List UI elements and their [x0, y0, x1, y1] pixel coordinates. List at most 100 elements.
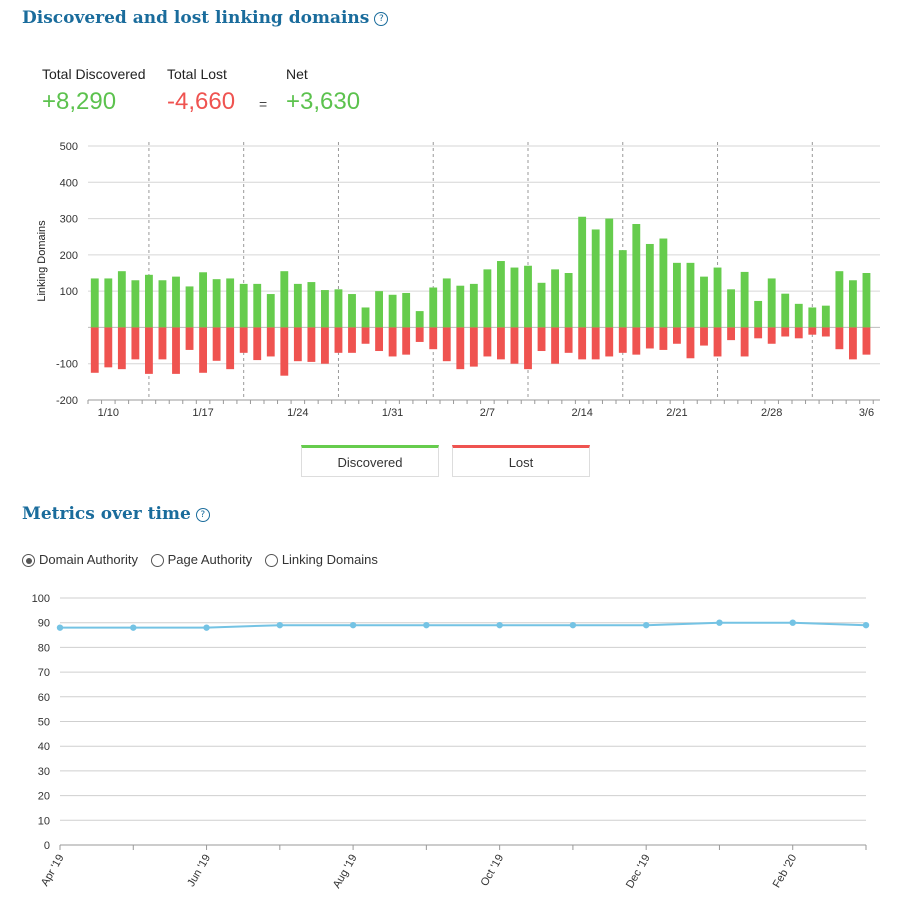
- discovered-bar: [348, 294, 356, 328]
- radio-linking-domains[interactable]: Linking Domains: [264, 552, 378, 567]
- lost-bar: [700, 327, 708, 346]
- lost-bar: [199, 327, 208, 373]
- discovered-bar: [375, 291, 384, 328]
- data-point: [569, 621, 577, 629]
- y-tick-label: 0: [44, 840, 50, 852]
- radio-label: Linking Domains: [281, 552, 378, 567]
- help-icon[interactable]: ?: [195, 507, 210, 522]
- discovered-bar: [605, 218, 614, 328]
- radio-unselected-icon[interactable]: [264, 554, 278, 567]
- x-tick-label: 2/7: [480, 407, 495, 419]
- lost-bar: [537, 327, 546, 352]
- data-point: [862, 621, 870, 629]
- lost-bar: [618, 327, 627, 353]
- data-point: [203, 624, 210, 631]
- discovered-bar: [483, 269, 492, 328]
- discovered-bar: [645, 243, 654, 328]
- discovered-bar: [199, 272, 208, 328]
- x-tick-label: 3/6: [859, 407, 874, 419]
- lost-bar: [185, 327, 194, 350]
- x-tick-label: 2/14: [571, 407, 592, 419]
- lost-bar: [591, 327, 600, 360]
- x-tick-label: 2/21: [666, 407, 687, 419]
- legend-lost-button[interactable]: Lost: [452, 445, 590, 477]
- radio-unselected-icon[interactable]: [150, 554, 164, 567]
- data-point: [789, 619, 796, 626]
- help-icon[interactable]: ?: [374, 11, 389, 26]
- lost-bar: [510, 327, 519, 364]
- discovered-bar: [212, 279, 221, 328]
- section-title-linking-domains: Discovered and lost linking domains?: [22, 8, 389, 28]
- y-tick-label: 500: [60, 141, 78, 153]
- lost-bar: [144, 327, 153, 374]
- discovered-bar: [293, 283, 302, 328]
- discovered-bar: [537, 282, 546, 328]
- equals-sign: =: [259, 96, 268, 112]
- discovered-bar: [618, 250, 627, 328]
- stat-label: Total Lost: [167, 66, 227, 82]
- y-tick-label: 100: [32, 593, 50, 605]
- lost-bar: [280, 327, 289, 376]
- y-tick-label: 100: [60, 286, 78, 298]
- discovered-bar: [794, 303, 803, 328]
- y-tick-label: 90: [38, 618, 50, 630]
- data-point: [130, 624, 137, 631]
- legend-discovered-button[interactable]: Discovered: [301, 445, 439, 477]
- domain-authority-line: [60, 621, 867, 629]
- lost-bar: [808, 327, 817, 335]
- data-point: [56, 624, 64, 631]
- lost-bar: [727, 327, 736, 341]
- discovered-bar: [361, 307, 370, 328]
- discovered-bar: [239, 283, 248, 328]
- y-tick-label: 20: [38, 791, 50, 803]
- stat-label: Net: [286, 66, 308, 82]
- y-tick-label: 400: [60, 177, 78, 189]
- y-tick-label: -100: [56, 359, 78, 371]
- x-tick-label: 1/17: [192, 407, 213, 419]
- lost-bar: [266, 327, 275, 357]
- lost-bar: [713, 327, 722, 357]
- discovered-bar: [808, 307, 817, 328]
- discovered-bar: [307, 282, 316, 328]
- lost-bar: [104, 327, 113, 368]
- x-tick-label: Jun '19: [185, 853, 213, 889]
- discovered-bar: [158, 280, 167, 328]
- discovered-bar: [280, 271, 289, 328]
- radio-selected-icon[interactable]: [22, 554, 35, 567]
- lost-bar: [835, 327, 844, 350]
- y-tick-label: -200: [56, 395, 78, 407]
- lost-bar: [524, 327, 532, 370]
- lost-bar: [551, 327, 560, 364]
- radio-domain-authority[interactable]: Domain Authority: [22, 552, 138, 567]
- discovered-bar: [821, 305, 830, 328]
- lost-bar: [469, 327, 478, 367]
- x-tick-label: 1/24: [287, 407, 308, 419]
- stat-total-discovered: Total Discovered +8,290: [42, 66, 146, 116]
- lost-bar: [320, 327, 329, 364]
- lost-bar: [226, 327, 235, 370]
- lost-bar: [659, 327, 668, 350]
- data-point: [423, 621, 430, 629]
- lost-bar: [307, 327, 316, 362]
- lost-bar: [483, 327, 492, 357]
- data-point: [716, 619, 723, 626]
- lost-bar: [686, 327, 695, 359]
- discovered-bar: [429, 287, 438, 328]
- section-title-text: Metrics over time: [22, 504, 191, 524]
- lost-bar: [456, 327, 465, 370]
- discovered-bar: [131, 280, 140, 328]
- lost-bar: [862, 327, 871, 355]
- radio-page-authority[interactable]: Page Authority: [150, 552, 252, 567]
- y-axis-label: Linking Domains: [36, 220, 48, 302]
- discovered-bar: [862, 273, 871, 328]
- discovered-bar: [659, 238, 668, 328]
- x-tick-label: 2/28: [761, 407, 782, 419]
- lost-bar: [564, 327, 573, 353]
- y-tick-label: 300: [60, 214, 78, 226]
- lost-bar: [117, 327, 126, 370]
- discovered-bar: [672, 262, 681, 328]
- discovered-bar: [117, 271, 126, 328]
- y-tick-label: 40: [38, 741, 50, 753]
- discovered-bar: [524, 265, 532, 328]
- discovered-bar: [551, 269, 560, 328]
